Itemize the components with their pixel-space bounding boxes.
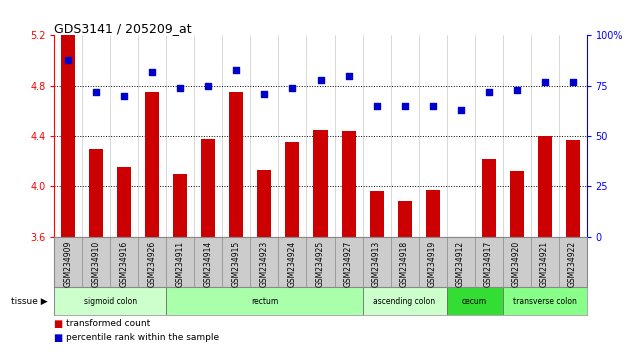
Text: GSM234918: GSM234918 <box>400 241 409 287</box>
Text: cecum: cecum <box>462 297 487 306</box>
Bar <box>90 149 103 237</box>
Point <box>344 73 354 79</box>
Bar <box>426 190 440 237</box>
Bar <box>369 192 383 237</box>
Text: tissue ▶: tissue ▶ <box>12 297 48 306</box>
Bar <box>258 170 272 237</box>
Text: ascending colon: ascending colon <box>374 297 436 306</box>
Point <box>176 85 186 91</box>
Text: GSM234926: GSM234926 <box>148 241 157 287</box>
Bar <box>313 130 328 237</box>
Point <box>203 83 213 88</box>
Text: GSM234919: GSM234919 <box>428 241 437 287</box>
Text: GSM234927: GSM234927 <box>344 241 353 287</box>
Point <box>147 69 158 74</box>
Text: GSM234921: GSM234921 <box>540 241 549 287</box>
Bar <box>397 201 412 237</box>
Bar <box>285 142 299 237</box>
Bar <box>174 174 188 237</box>
Text: rectum: rectum <box>251 297 278 306</box>
Text: GSM234920: GSM234920 <box>512 241 521 287</box>
Point <box>119 93 129 99</box>
Point <box>567 79 578 85</box>
Bar <box>62 35 76 237</box>
Point <box>231 67 242 73</box>
Bar <box>565 140 579 237</box>
Text: GSM234909: GSM234909 <box>64 241 73 287</box>
Bar <box>538 136 551 237</box>
Point <box>260 91 270 97</box>
Bar <box>146 92 160 237</box>
Bar <box>54 287 167 315</box>
Text: GSM234910: GSM234910 <box>92 241 101 287</box>
Text: GSM234913: GSM234913 <box>372 241 381 287</box>
Text: GDS3141 / 205209_at: GDS3141 / 205209_at <box>54 22 192 35</box>
Point <box>287 85 297 91</box>
Text: GSM234912: GSM234912 <box>456 241 465 287</box>
Bar <box>510 171 524 237</box>
Text: ■: ■ <box>54 333 67 343</box>
Bar <box>342 131 356 237</box>
Text: GSM234911: GSM234911 <box>176 241 185 287</box>
Point <box>399 103 410 109</box>
Bar <box>454 237 467 268</box>
Text: ■: ■ <box>54 319 67 329</box>
Bar <box>229 92 244 237</box>
Text: GSM234923: GSM234923 <box>260 241 269 287</box>
Text: GSM234922: GSM234922 <box>568 241 577 287</box>
Text: GSM234925: GSM234925 <box>316 241 325 287</box>
Text: percentile rank within the sample: percentile rank within the sample <box>66 333 219 342</box>
Text: GSM234924: GSM234924 <box>288 241 297 287</box>
Bar <box>201 138 215 237</box>
Bar <box>447 287 503 315</box>
Point <box>315 77 326 82</box>
Bar <box>503 287 587 315</box>
Point <box>539 79 549 85</box>
Text: sigmoid colon: sigmoid colon <box>84 297 137 306</box>
Text: GSM234917: GSM234917 <box>484 241 493 287</box>
Point <box>92 89 102 95</box>
Text: transverse colon: transverse colon <box>513 297 576 306</box>
Point <box>483 89 494 95</box>
Bar <box>167 287 363 315</box>
Bar <box>481 159 495 237</box>
Text: transformed count: transformed count <box>66 319 150 328</box>
Point <box>512 87 522 93</box>
Text: GSM234915: GSM234915 <box>232 241 241 287</box>
Point <box>63 57 74 62</box>
Text: GSM234914: GSM234914 <box>204 241 213 287</box>
Text: GSM234916: GSM234916 <box>120 241 129 287</box>
Bar <box>117 167 131 237</box>
Bar <box>363 287 447 315</box>
Point <box>428 103 438 109</box>
Point <box>371 103 381 109</box>
Point <box>455 107 465 113</box>
